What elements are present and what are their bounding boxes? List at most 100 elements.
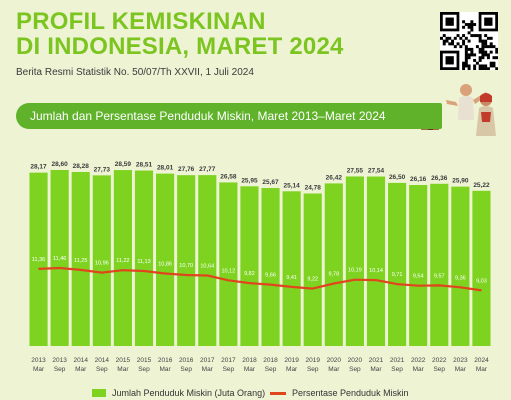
line-value-label: 9,54 (413, 274, 424, 280)
bar-value-label: 28,60 (51, 161, 68, 168)
x-tick-period: Sep (138, 366, 150, 373)
x-tick-year: 2018 (242, 357, 257, 364)
x-tick-period: Sep (307, 366, 319, 373)
legend-line-swatch (270, 391, 286, 395)
x-tick-year: 2017 (200, 357, 215, 364)
x-tick-period: Mar (328, 366, 340, 373)
line-value-label: 10,14 (369, 268, 383, 274)
x-tick-period: Sep (265, 366, 277, 373)
bar (388, 182, 407, 346)
x-tick-year: 2019 (284, 357, 299, 364)
x-tick-period: Sep (391, 366, 403, 373)
bar (366, 176, 386, 346)
bar (430, 183, 449, 346)
x-tick-year: 2022 (411, 357, 426, 364)
bar (472, 190, 491, 346)
x-tick-year: 2023 (453, 357, 468, 364)
x-tick-year: 2016 (158, 357, 173, 364)
bar-value-label: 25,22 (473, 182, 490, 189)
bar-value-label: 28,01 (157, 165, 174, 172)
x-tick-year: 2018 (263, 357, 278, 364)
x-tick-year: 2020 (348, 357, 363, 364)
legend-item-bars: Jumlah Penduduk Miskin (Juta Orang) (92, 388, 265, 398)
bar-value-label: 26,50 (389, 174, 406, 181)
bar (451, 186, 470, 346)
x-tick-period: Sep (54, 366, 66, 373)
x-tick-period: Mar (159, 366, 171, 373)
title-line-2: DI INDONESIA, MARET 2024 (16, 33, 344, 60)
bar-value-label: 26,16 (410, 176, 427, 183)
x-tick-year: 2022 (432, 357, 447, 364)
x-tick-period: Mar (244, 366, 256, 373)
chart: 28,17 11,36 2013 Mar 28,60 11,46 2013 Sep 28,28 1… (0, 130, 511, 400)
qr-code-icon[interactable] (440, 12, 499, 71)
line-value-label: 9,66 (265, 273, 276, 279)
legend-bar-swatch (92, 389, 106, 397)
subtitle: Berita Resmi Statistik No. 50/07/Th XXVI… (16, 67, 254, 78)
x-tick-period: Sep (349, 366, 361, 373)
x-tick-period: Sep (180, 366, 192, 373)
bar-value-label: 27,55 (347, 167, 364, 174)
bar-value-label: 24,78 (305, 185, 322, 192)
bar-value-label: 28,17 (30, 164, 47, 171)
line-value-label: 9,22 (307, 277, 318, 283)
bar (261, 188, 280, 346)
line-value-label: 10,64 (200, 264, 214, 270)
bar-value-label: 28,51 (136, 162, 153, 169)
line-value-label: 11,25 (74, 258, 87, 264)
legend-label-bars: Jumlah Penduduk Miskin (Juta Orang) (112, 388, 266, 398)
x-tick-year: 2013 (31, 357, 46, 364)
legend-label-line: Persentase Penduduk Miskin (292, 388, 409, 398)
bar-value-label: 27,73 (94, 166, 111, 173)
line-value-label: 9,03 (476, 278, 487, 284)
line-value-label: 11,46 (53, 256, 66, 262)
bar (409, 185, 428, 346)
bar-value-label: 27,77 (199, 166, 216, 173)
bar (177, 175, 196, 346)
x-tick-period: Mar (286, 366, 298, 373)
x-tick-year: 2019 (305, 357, 320, 364)
bar (282, 191, 301, 346)
x-tick-year: 2014 (73, 357, 88, 364)
x-tick-year: 2024 (474, 357, 489, 364)
title-line-1: PROFIL KEMISKINAN (16, 8, 266, 35)
bar (324, 183, 343, 346)
line-value-label: 10,19 (348, 268, 362, 274)
chart-svg: 28,17 11,36 2013 Mar 28,60 11,46 2013 Sep 28,28 1… (29, 161, 491, 373)
x-tick-period: Mar (476, 366, 488, 373)
line-value-label: 9,57 (434, 273, 445, 279)
x-tick-year: 2021 (369, 357, 384, 364)
x-tick-year: 2014 (95, 357, 110, 364)
chart-legend: Jumlah Penduduk Miskin (Juta Orang) Pers… (0, 388, 511, 400)
x-tick-period: Sep (96, 366, 108, 373)
bar (240, 186, 259, 346)
x-tick-year: 2016 (179, 357, 194, 364)
bar (303, 193, 322, 346)
chart-title-banner: Jumlah dan Persentase Penduduk Miskin, M… (16, 103, 442, 129)
series-line (38, 266, 482, 292)
x-tick-period: Mar (413, 366, 425, 373)
line-value-label: 9,71 (392, 272, 403, 278)
line-value-label: 10,96 (95, 261, 109, 267)
bar-value-label: 25,95 (241, 177, 258, 184)
bar-value-label: 28,59 (115, 161, 132, 168)
x-tick-year: 2015 (137, 357, 152, 364)
bar (50, 170, 69, 346)
bar-value-label: 27,76 (178, 166, 195, 173)
bar (113, 170, 132, 346)
bar-value-label: 25,67 (262, 179, 279, 186)
bar (71, 171, 90, 346)
header: PROFIL KEMISKINAN DI INDONESIA, MARET 20… (0, 0, 511, 136)
x-tick-year: 2020 (327, 357, 342, 364)
bar (156, 173, 175, 346)
x-tick-year: 2015 (116, 357, 131, 364)
x-tick-year: 2013 (52, 357, 67, 364)
line-value-label: 9,36 (455, 275, 466, 281)
x-tick-period: Mar (33, 366, 45, 373)
bar (92, 175, 111, 346)
legend-item-line: Persentase Penduduk Miskin (270, 388, 409, 398)
line-value-label: 9,78 (328, 271, 339, 277)
line-value-label: 11,13 (137, 259, 150, 265)
line-value-label: 10,86 (158, 262, 172, 268)
line-value-label: 10,70 (179, 263, 193, 269)
